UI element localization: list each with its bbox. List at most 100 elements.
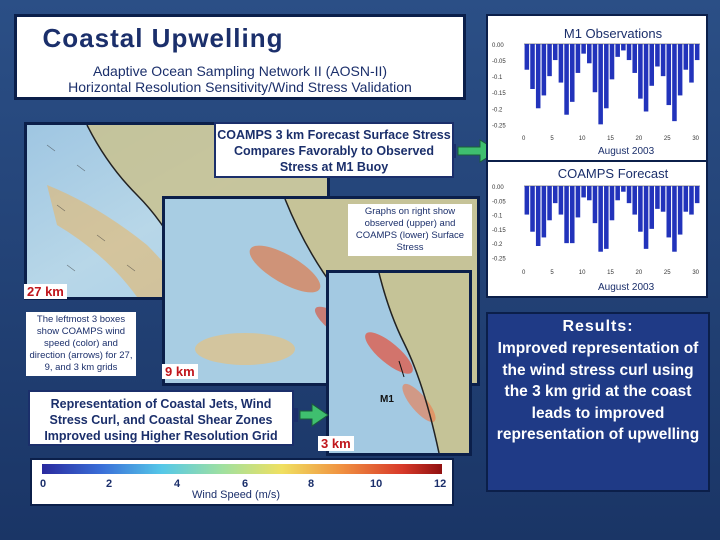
chart-y-tick: 0.00: [492, 43, 504, 49]
chart-bar: [530, 44, 535, 89]
chart-bar: [581, 186, 586, 198]
chart-bar: [655, 44, 660, 67]
chart-bar: [626, 44, 632, 61]
chart-bar: [694, 186, 700, 204]
chart-bar: [694, 44, 700, 61]
chart-bar: [609, 44, 615, 80]
chart-bar: [547, 44, 552, 77]
representation-callout: Representation of Coastal Jets, Wind Str…: [28, 390, 294, 446]
chart-y-tick: -0.05: [492, 59, 506, 65]
chart-bar: [689, 186, 694, 215]
label-3km: 3 km: [318, 436, 354, 451]
chart-m1-observations: 0.00 -0.05 -0.1 -0.15 -0.2 -0.25 0 5 10 15 20 25 30 …: [486, 14, 708, 166]
chart-bar: [558, 44, 564, 83]
chart-bar: [649, 186, 655, 229]
chart-bar: [524, 44, 530, 70]
label-9km: 9 km: [162, 364, 198, 379]
results-box: Results: Improved representation of the …: [486, 312, 710, 492]
chart-bar: [621, 186, 626, 192]
chart-bar: [660, 186, 666, 212]
chart-bar: [541, 186, 547, 238]
chart-bar: [615, 44, 620, 57]
chart-bar: [547, 186, 552, 221]
page-title: Coastal Upwelling: [42, 23, 284, 53]
chart-bar: [632, 44, 637, 73]
chart-bar: [677, 44, 683, 96]
chart-bar: [621, 44, 626, 51]
chart-y-tick: -0.1: [492, 75, 503, 81]
colorbar-label: Wind Speed (m/s): [192, 489, 281, 501]
chart-y-tick: -0.2: [492, 107, 503, 113]
chart-bar: [649, 44, 655, 86]
chart-x-tick: 15: [607, 136, 614, 142]
chart-bar: [604, 186, 609, 249]
map-3km: [326, 270, 472, 456]
chart-bar: [672, 44, 677, 122]
colorbar-tick-12: 12: [434, 478, 447, 490]
chart-bar: [564, 186, 569, 244]
subtitle-aosn: Adaptive Ocean Sampling Network II (AOSN…: [92, 63, 388, 79]
colorbar-tick-0: 0: [40, 478, 47, 490]
chart-x-tick: 25: [664, 270, 671, 276]
chart-bar: [683, 186, 689, 212]
chart-x-tick: 0: [522, 270, 526, 276]
chart-y-tick: 0.00: [492, 185, 504, 191]
chart-bar: [672, 186, 677, 252]
chart-y-tick: -0.25: [492, 123, 506, 129]
label-27km: 27 km: [24, 284, 67, 299]
chart-bar: [558, 186, 564, 215]
chart-x-tick: 5: [550, 136, 554, 142]
chart-y-tick: -0.15: [492, 228, 506, 234]
chart-bar: [689, 44, 694, 83]
chart-bar: [632, 186, 637, 215]
chart-bar: [569, 44, 575, 102]
colorbar-tick-2: 2: [106, 478, 113, 490]
chart-bar: [655, 186, 660, 209]
graphs-note: Graphs on right show observed (upper) an…: [348, 204, 472, 256]
chart-bar: [575, 44, 581, 73]
chart-x-tick: 10: [579, 270, 586, 276]
colorbar-tick-6: 6: [242, 478, 249, 490]
chart-bar: [524, 186, 530, 215]
chart-x-tick: 10: [579, 136, 586, 142]
colorbar-tick-8: 8: [308, 478, 315, 490]
chart-coamps-title: COAMPS Forecast: [528, 166, 698, 181]
chart-coamps-svg: 0.00 -0.05 -0.1 -0.15 -0.2 -0.25 0 5 10 15 20 25 30: [492, 185, 700, 276]
chart-bar: [587, 44, 592, 64]
chart-bar: [643, 44, 649, 112]
arrow-right-icon-small: [294, 403, 329, 427]
title-box: Coastal Upwelling Adaptive Ocean Samplin…: [14, 14, 466, 100]
chart-bar: [592, 44, 598, 93]
chart-bar: [626, 186, 632, 204]
chart-bar: [638, 44, 643, 99]
coamps-3km-callout: COAMPS 3 km Forecast Surface Stress Comp…: [214, 122, 454, 178]
chart-bar: [552, 186, 558, 204]
chart-bar: [598, 44, 603, 125]
chart-bar: [552, 44, 558, 61]
colorbar: 0 2 4 6 8 10 12 Wind Speed (m/s): [30, 458, 454, 506]
chart-x-tick: 15: [607, 270, 614, 276]
chart-y-tick: -0.15: [492, 91, 506, 97]
chart-bar: [609, 186, 615, 221]
colorbar-gradient: [42, 464, 442, 474]
chart-x-tick: 20: [636, 136, 643, 142]
map-3km-graphic: [329, 273, 469, 453]
leftmost-boxes-note-text: The leftmost 3 boxes show COAMPS wind sp…: [29, 314, 133, 373]
chart-bar: [569, 186, 575, 244]
chart-bar: [530, 186, 535, 232]
chart-bar: [587, 186, 592, 201]
chart-bar: [541, 44, 547, 96]
label-m1: M1: [380, 394, 394, 405]
chart-bar: [666, 186, 672, 238]
chart-x-tick: 25: [664, 136, 671, 142]
chart-y-tick: -0.2: [492, 242, 503, 248]
chart-bar: [604, 44, 609, 109]
chart-bar: [592, 186, 598, 224]
chart-x-tick: 0: [522, 136, 526, 142]
results-body: Improved representation of the wind stre…: [496, 340, 700, 443]
chart-y-tick: -0.25: [492, 256, 506, 262]
chart-bar: [660, 44, 666, 77]
chart-bar: [535, 44, 541, 109]
chart-coamps-forecast: 0.00 -0.05 -0.1 -0.15 -0.2 -0.25 0 5 10 15 20 25 30 …: [486, 160, 708, 298]
chart-x-tick: 30: [692, 270, 699, 276]
